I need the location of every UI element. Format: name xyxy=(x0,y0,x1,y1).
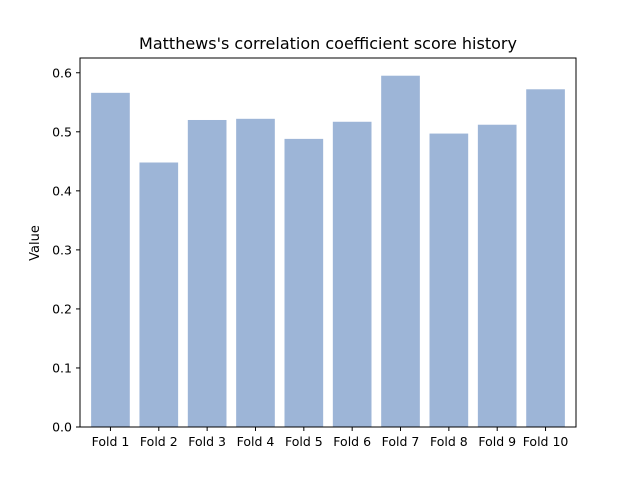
bar-3 xyxy=(187,119,227,428)
bar-7 xyxy=(381,75,420,428)
x-tick-label: Fold 1 xyxy=(92,434,130,449)
y-axis-label: Value xyxy=(28,225,43,261)
x-ticks: Fold 1 Fold 2 Fold 3 Fold 4 Fold 5 Fold 6 Fold… xyxy=(92,427,569,449)
x-tick-label: Fold 6 xyxy=(333,434,371,449)
x-tick-label: Fold 7 xyxy=(382,434,420,449)
x-tick-label: Fold 2 xyxy=(140,434,178,449)
bar-5 xyxy=(284,138,324,427)
y-tick-label: 0.5 xyxy=(52,124,72,139)
x-tick-label: Fold 9 xyxy=(478,434,516,449)
x-tick-label: Fold 8 xyxy=(430,434,468,449)
y-tick-label: 0.3 xyxy=(52,242,72,257)
x-tick-label: Fold 10 xyxy=(523,434,569,449)
y-ticks: 0.0 0.1 0.2 0.3 0.4 0.5 0.6 xyxy=(52,65,80,435)
bar-8 xyxy=(429,133,469,427)
y-tick-label: 0.1 xyxy=(52,360,72,375)
plot-frame xyxy=(79,57,577,428)
x-tick-label: Fold 3 xyxy=(188,434,226,449)
chart-title: Matthews's correlation coefficient score… xyxy=(139,34,517,53)
bar-1 xyxy=(91,92,130,427)
bar-9 xyxy=(477,124,517,427)
bar-2 xyxy=(139,162,179,427)
bars-group xyxy=(91,75,565,428)
x-tick-label: Fold 5 xyxy=(285,434,323,449)
x-tick-label: Fold 4 xyxy=(237,434,275,449)
bar-4 xyxy=(236,118,275,427)
y-tick-label: 0.4 xyxy=(52,183,72,198)
y-tick-label: 0.0 xyxy=(52,420,72,435)
bar-10 xyxy=(526,89,565,427)
bar-6 xyxy=(332,121,372,427)
y-tick-label: 0.6 xyxy=(52,65,72,80)
y-tick-label: 0.2 xyxy=(52,301,72,316)
